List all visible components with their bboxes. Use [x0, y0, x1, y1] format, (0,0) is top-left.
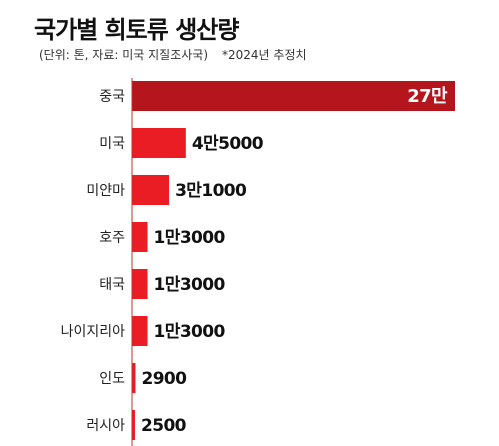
data-label: 27만: [407, 86, 448, 107]
estimate-note: *2024년 추정치: [222, 48, 307, 62]
bar: [132, 81, 455, 111]
page-title: 국가별 희토류 생산량: [34, 16, 239, 44]
bar: [132, 128, 186, 158]
data-label: 3만1000: [175, 181, 247, 201]
category-label: 중국: [99, 89, 125, 105]
data-label: 2500: [141, 416, 187, 436]
category-label: 인도: [99, 371, 125, 387]
bar: [132, 316, 148, 346]
bar: [132, 222, 148, 252]
data-label: 2900: [141, 369, 187, 389]
category-label: 태국: [99, 277, 125, 293]
category-label: 러시아: [86, 418, 125, 434]
category-label: 나이지리아: [61, 324, 126, 340]
bar: [132, 363, 136, 393]
chart-subtitle: (단위: 톤, 자료: 미국 지질조사국) *2024년 추정치: [39, 46, 307, 63]
data-label: 4만5000: [192, 134, 264, 154]
data-label: 1만3000: [154, 275, 226, 295]
source-note: (단위: 톤, 자료: 미국 지질조사국): [39, 48, 209, 62]
bar: [132, 410, 135, 440]
data-label: 1만3000: [154, 322, 226, 342]
category-label: 미얀마: [86, 183, 125, 199]
bar: [132, 269, 148, 299]
bar: [132, 175, 170, 205]
category-label: 미국: [99, 136, 125, 152]
data-label: 1만3000: [154, 228, 226, 248]
category-label: 호주: [99, 230, 125, 246]
